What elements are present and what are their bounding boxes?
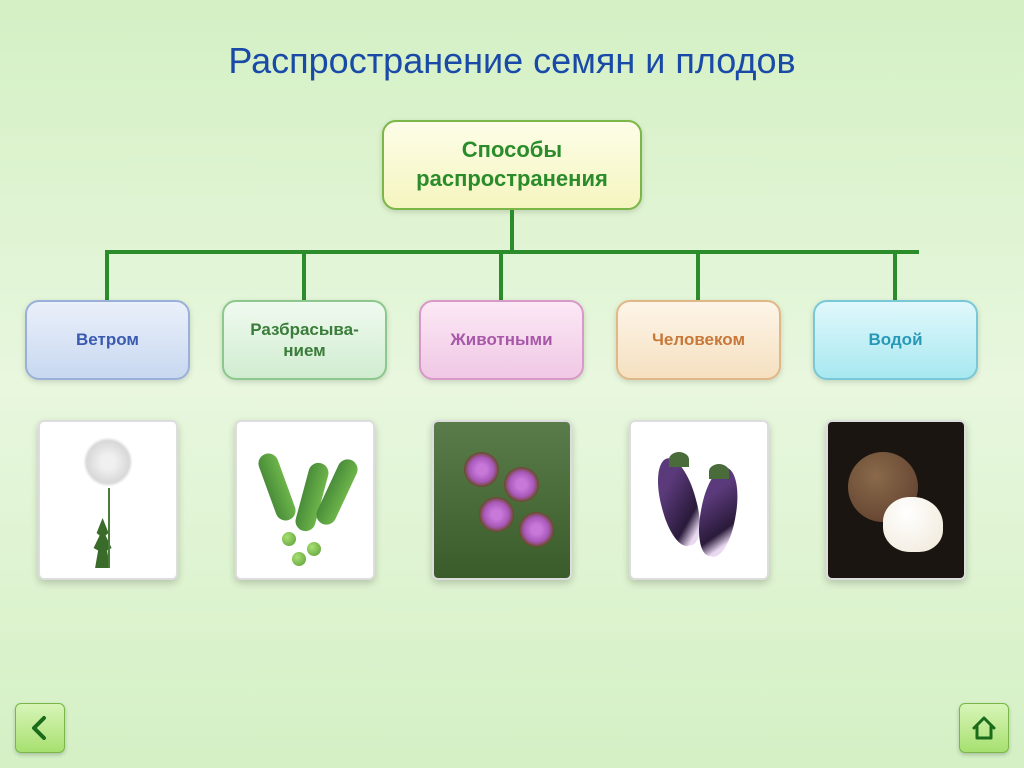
- eggplant-illustration: [629, 420, 769, 580]
- root-node: Способы распространения: [382, 120, 642, 210]
- home-icon: [970, 714, 998, 742]
- leaf-label: Человеком: [652, 329, 745, 350]
- connector-drop: [105, 250, 109, 300]
- leaf-label: Разбрасыва- нием: [250, 319, 358, 362]
- root-label: Способы распространения: [416, 136, 608, 193]
- home-button[interactable]: [959, 703, 1009, 753]
- back-button[interactable]: [15, 703, 65, 753]
- peas-illustration: [235, 420, 375, 580]
- page-title: Распространение семян и плодов: [0, 0, 1024, 82]
- burdock-illustration: [432, 420, 572, 580]
- leaf-node-2: Животными: [419, 300, 584, 380]
- connector-drop: [499, 250, 503, 300]
- leaf-node-0: Ветром: [25, 300, 190, 380]
- connector-drop: [302, 250, 306, 300]
- leaf-node-1: Разбрасыва- нием: [222, 300, 387, 380]
- leaf-label: Водой: [868, 329, 922, 350]
- connector-horizontal: [105, 250, 919, 254]
- coconut-illustration: [826, 420, 966, 580]
- connector-vertical-main: [510, 210, 514, 250]
- connector-drop: [893, 250, 897, 300]
- arrow-left-icon: [26, 714, 54, 742]
- leaf-label: Животными: [450, 329, 552, 350]
- leaf-node-4: Водой: [813, 300, 978, 380]
- leaf-node-3: Человеком: [616, 300, 781, 380]
- leaf-label: Ветром: [76, 329, 139, 350]
- dandelion-illustration: [38, 420, 178, 580]
- connector-drop: [696, 250, 700, 300]
